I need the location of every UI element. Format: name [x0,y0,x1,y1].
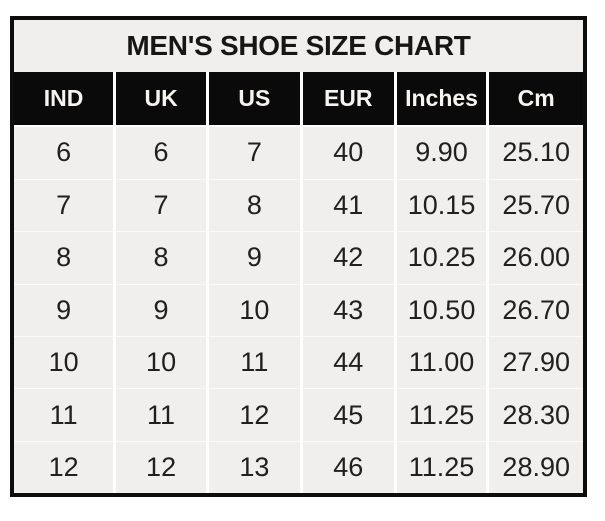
cell-inches: 11.25 [393,440,490,493]
cell-uk: 12 [113,440,209,493]
cell-uk: 11 [113,388,209,442]
table-row: 8 8 9 42 10.25 26.00 [14,231,583,285]
cell-cm: 26.70 [486,283,583,338]
col-header-eur: EUR [299,72,397,127]
cell-uk: 9 [113,283,209,338]
cell-eur: 44 [299,335,397,390]
cell-cm: 28.90 [486,440,583,493]
cell-eur: 43 [299,283,397,338]
header-row: IND UK US EUR Inches Cm [14,72,583,127]
cell-cm: 26.00 [486,231,583,285]
cell-ind: 6 [14,126,117,180]
cell-ind: 7 [14,178,117,233]
cell-cm: 25.70 [486,178,583,233]
cell-uk: 7 [113,178,209,233]
cell-ind: 10 [14,335,117,390]
table-row: 11 11 12 45 11.25 28.30 [14,388,583,442]
cell-cm: 28.30 [486,388,583,442]
cell-us: 8 [205,178,303,233]
col-header-uk: UK [113,72,209,127]
table-row: 9 9 10 43 10.50 26.70 [14,283,583,338]
col-header-us: US [205,72,303,127]
cell-inches: 9.90 [393,126,490,180]
table-row: 12 12 13 46 11.25 28.90 [14,440,583,493]
cell-ind: 9 [14,283,117,338]
table-row: 6 6 7 40 9.90 25.10 [14,126,583,180]
size-table-wrap: IND UK US EUR Inches Cm 6 6 7 40 9.90 25… [14,72,583,493]
col-header-inches: Inches [393,72,490,127]
cell-ind: 11 [14,388,117,442]
cell-cm: 27.90 [486,335,583,390]
cell-uk: 8 [113,231,209,285]
cell-us: 11 [205,335,303,390]
cell-eur: 41 [299,178,397,233]
table-row: 10 10 11 44 11.00 27.90 [14,335,583,390]
cell-ind: 12 [14,440,117,493]
size-table: IND UK US EUR Inches Cm 6 6 7 40 9.90 25… [14,72,583,493]
cell-eur: 45 [299,388,397,442]
col-header-cm: Cm [486,72,583,127]
cell-us: 12 [205,388,303,442]
chart-title: MEN'S SHOE SIZE CHART [14,20,583,72]
col-header-ind: IND [14,72,117,127]
table-row: 7 7 8 41 10.15 25.70 [14,178,583,233]
size-chart-panel: MEN'S SHOE SIZE CHART IND UK US EUR Inch… [10,16,587,497]
cell-eur: 46 [299,440,397,493]
cell-inches: 10.25 [393,231,490,285]
cell-ind: 8 [14,231,117,285]
cell-us: 7 [205,126,303,180]
cell-inches: 10.15 [393,178,490,233]
cell-inches: 11.00 [393,335,490,390]
cell-inches: 10.50 [393,283,490,338]
cell-us: 13 [205,440,303,493]
cell-uk: 10 [113,335,209,390]
cell-inches: 11.25 [393,388,490,442]
cell-eur: 40 [299,126,397,180]
cell-eur: 42 [299,231,397,285]
cell-us: 10 [205,283,303,338]
cell-us: 9 [205,231,303,285]
cell-cm: 25.10 [486,126,583,180]
cell-uk: 6 [113,126,209,180]
